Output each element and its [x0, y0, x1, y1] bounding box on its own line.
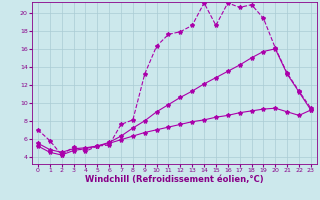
X-axis label: Windchill (Refroidissement éolien,°C): Windchill (Refroidissement éolien,°C)	[85, 175, 264, 184]
